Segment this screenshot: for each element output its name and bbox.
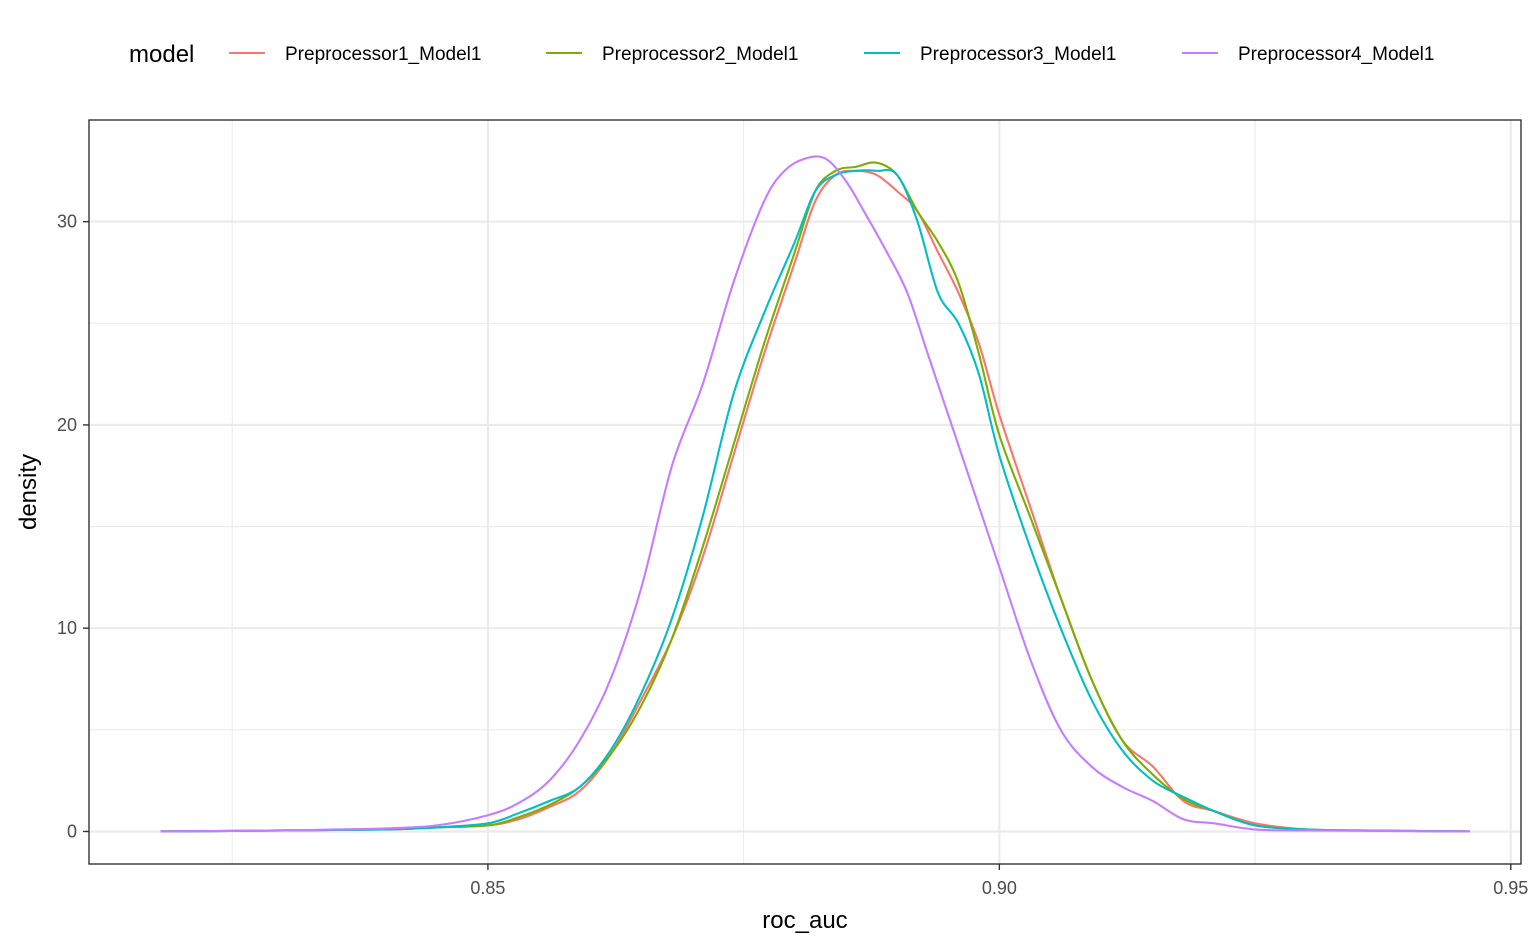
x-tick-label: 0.90: [982, 878, 1017, 898]
series-line-4: [160, 155, 1470, 833]
series-line-2: [160, 161, 1470, 833]
y-axis-title: density: [15, 454, 42, 530]
y-tick-label: 10: [57, 618, 77, 638]
axes: 0.85 0.90 0.95 0 10 20 30: [57, 212, 1528, 898]
legend-title: model: [129, 41, 194, 68]
x-tick-label: 0.85: [470, 878, 505, 898]
series-line-3: [160, 168, 1470, 833]
legend-label-4: Preprocessor4_Model1: [1238, 44, 1434, 65]
legend-label-1: Preprocessor1_Model1: [285, 44, 481, 65]
legend: model Preprocessor1_Model1 Preprocessor2_…: [129, 41, 1434, 68]
y-tick-label: 20: [57, 415, 77, 435]
x-axis-title: roc_auc: [762, 907, 847, 934]
plot-panel-border: [88, 119, 1522, 865]
series-line-1: [160, 169, 1470, 833]
y-tick-label: 30: [57, 212, 77, 232]
x-tick-label: 0.95: [1493, 878, 1528, 898]
y-tick-label: 0: [67, 821, 77, 841]
legend-label-3: Preprocessor3_Model1: [920, 44, 1116, 65]
series-lines: [160, 155, 1470, 833]
legend-label-2: Preprocessor2_Model1: [602, 44, 798, 65]
